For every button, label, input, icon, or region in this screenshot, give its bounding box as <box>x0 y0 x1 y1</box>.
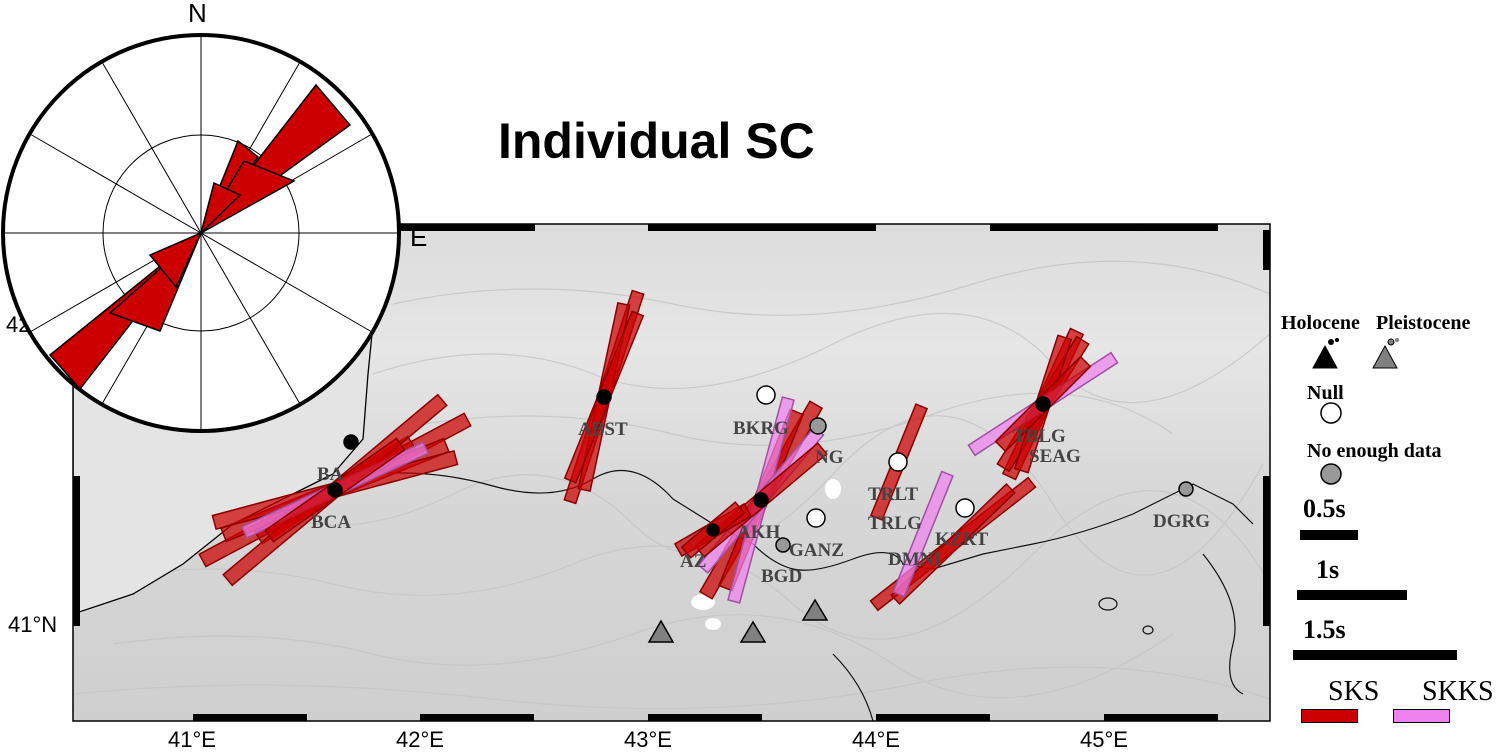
null-marker <box>756 385 776 405</box>
station-label: BCA <box>311 512 351 533</box>
rose-diagram <box>1 33 401 433</box>
station-label: AKH <box>737 522 781 543</box>
x-tick-label: 43°E <box>624 727 672 752</box>
rose-petals <box>48 83 352 391</box>
legend-nodata-label: No enough data <box>1307 440 1442 462</box>
station-label: ABST <box>578 419 628 440</box>
volcano-pleistocene <box>739 620 767 643</box>
station-marker <box>753 492 769 508</box>
station-marker <box>596 389 612 405</box>
legend-scale-label: 1s <box>1316 555 1340 584</box>
station-label: DGRG <box>1153 511 1210 532</box>
y-tick-label: 41°N <box>8 612 58 637</box>
x-tick-label: 44°E <box>852 727 900 752</box>
station-label: BA <box>317 464 344 485</box>
station-label: TRLT <box>868 484 918 505</box>
skks-bar <box>892 470 954 598</box>
legend-null-icon <box>1320 402 1342 424</box>
station-label: TRLG <box>868 513 922 534</box>
volcano-pleistocene <box>647 619 675 643</box>
station-label: BKRG <box>733 418 789 439</box>
legend-sks-label: SKS <box>1328 676 1380 707</box>
station-marker <box>706 523 720 537</box>
station-marker <box>1035 396 1051 412</box>
legend-skks-label: SKKS <box>1422 676 1494 707</box>
legend-volcano-icons <box>1312 338 1399 369</box>
station-label: GANZ <box>789 540 844 561</box>
null-marker <box>806 508 826 528</box>
nodata-marker <box>809 417 827 435</box>
null-marker <box>955 498 975 518</box>
rose-east-label: E <box>410 222 428 252</box>
station-label: NG <box>815 447 844 468</box>
nodata-marker <box>1178 481 1194 497</box>
station-label: SEAG <box>1029 446 1081 467</box>
rose-north-label: N <box>188 0 207 28</box>
legend-scale-label: 1.5s <box>1303 615 1346 644</box>
legend-holocene-label: Holocene <box>1281 312 1360 334</box>
legend-nodata-icon <box>1320 463 1342 485</box>
station-symbols <box>327 385 1194 643</box>
legend-null-label: Null <box>1307 382 1344 404</box>
null-marker <box>888 452 908 472</box>
sks-bar <box>890 483 1016 605</box>
lakes <box>691 479 841 630</box>
volcano-pleistocene <box>801 598 829 621</box>
legend-skks-swatch <box>1393 709 1450 723</box>
legend-pleistocene-label: Pleistocene <box>1376 312 1471 334</box>
map-title: Individual SC <box>498 113 815 169</box>
x-tick-label: 41°E <box>168 727 216 752</box>
legend-scale-bar <box>1297 590 1407 600</box>
x-tick-label: 45°E <box>1080 727 1128 752</box>
x-tick-label: 42°E <box>396 727 444 752</box>
station-label: KZRT <box>935 529 989 550</box>
station-label: BGD <box>761 566 802 587</box>
legend-scale-bar <box>1293 650 1457 660</box>
legend-sks-swatch <box>1301 709 1358 723</box>
legend-scale-label: 0.5s <box>1303 494 1346 523</box>
station-label: AZ <box>680 551 706 572</box>
station-labels: ABST BA BCA BKRG NG AKH AZ GANZ BGD TRLT… <box>311 418 1210 587</box>
nodata-marker <box>775 537 791 553</box>
station-label: DMNI <box>888 549 941 570</box>
station-marker <box>343 434 359 450</box>
station-label: TBLG <box>1013 426 1066 447</box>
legend-scale-bar <box>1300 530 1358 540</box>
station-marker <box>327 482 343 498</box>
